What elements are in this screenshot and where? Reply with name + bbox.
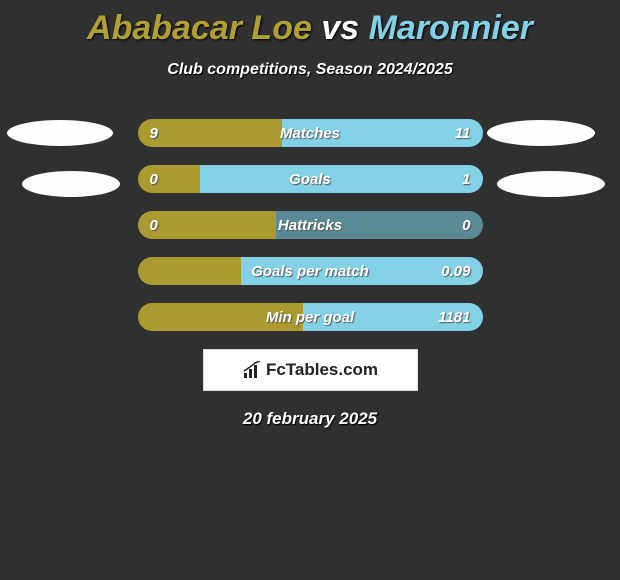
title-player2: Maronnier — [369, 9, 533, 47]
stat-row: Matches9 11 — [138, 119, 483, 147]
date-line: 20 february 2025 — [0, 409, 620, 429]
logo-label: FcTables.com — [266, 360, 378, 380]
title-player1: Ababacar Loe — [87, 9, 312, 47]
stat-row: Min per goal1181 — [138, 303, 483, 331]
stat-label: Hattricks — [138, 211, 483, 239]
avatar-placeholder — [7, 120, 113, 146]
stat-row: Goals per match0.09 — [138, 257, 483, 285]
avatar-placeholder — [22, 171, 120, 197]
page-title: Ababacar Loe vs Maronnier — [0, 0, 620, 47]
logo-box[interactable]: FcTables.com — [203, 349, 418, 391]
stat-value-right: 0.09 — [441, 257, 470, 285]
stat-label: Matches — [138, 119, 483, 147]
stat-value-right: 1 — [462, 165, 470, 193]
stat-value-left: 0 — [150, 165, 158, 193]
avatar-placeholder — [487, 120, 595, 146]
avatar-placeholder — [497, 171, 605, 197]
logo-text: FcTables.com — [242, 360, 378, 380]
stat-value-right: 11 — [455, 119, 471, 147]
stat-row: Hattricks0 0 — [138, 211, 483, 239]
stat-value-left: 9 — [150, 119, 158, 147]
stat-label: Min per goal — [138, 303, 483, 331]
stat-label: Goals per match — [138, 257, 483, 285]
stat-label: Goals — [138, 165, 483, 193]
subtitle: Club competitions, Season 2024/2025 — [0, 61, 620, 79]
stat-value-right: 1181 — [438, 303, 470, 331]
stat-value-right: 0 — [462, 211, 470, 239]
title-vs: vs — [321, 9, 359, 47]
stat-value-left: 0 — [150, 211, 158, 239]
chart-area: Matches911Goals01Hattricks00Goals per ma… — [0, 119, 620, 331]
chart-icon — [242, 361, 262, 379]
stat-row: Goals0 1 — [138, 165, 483, 193]
